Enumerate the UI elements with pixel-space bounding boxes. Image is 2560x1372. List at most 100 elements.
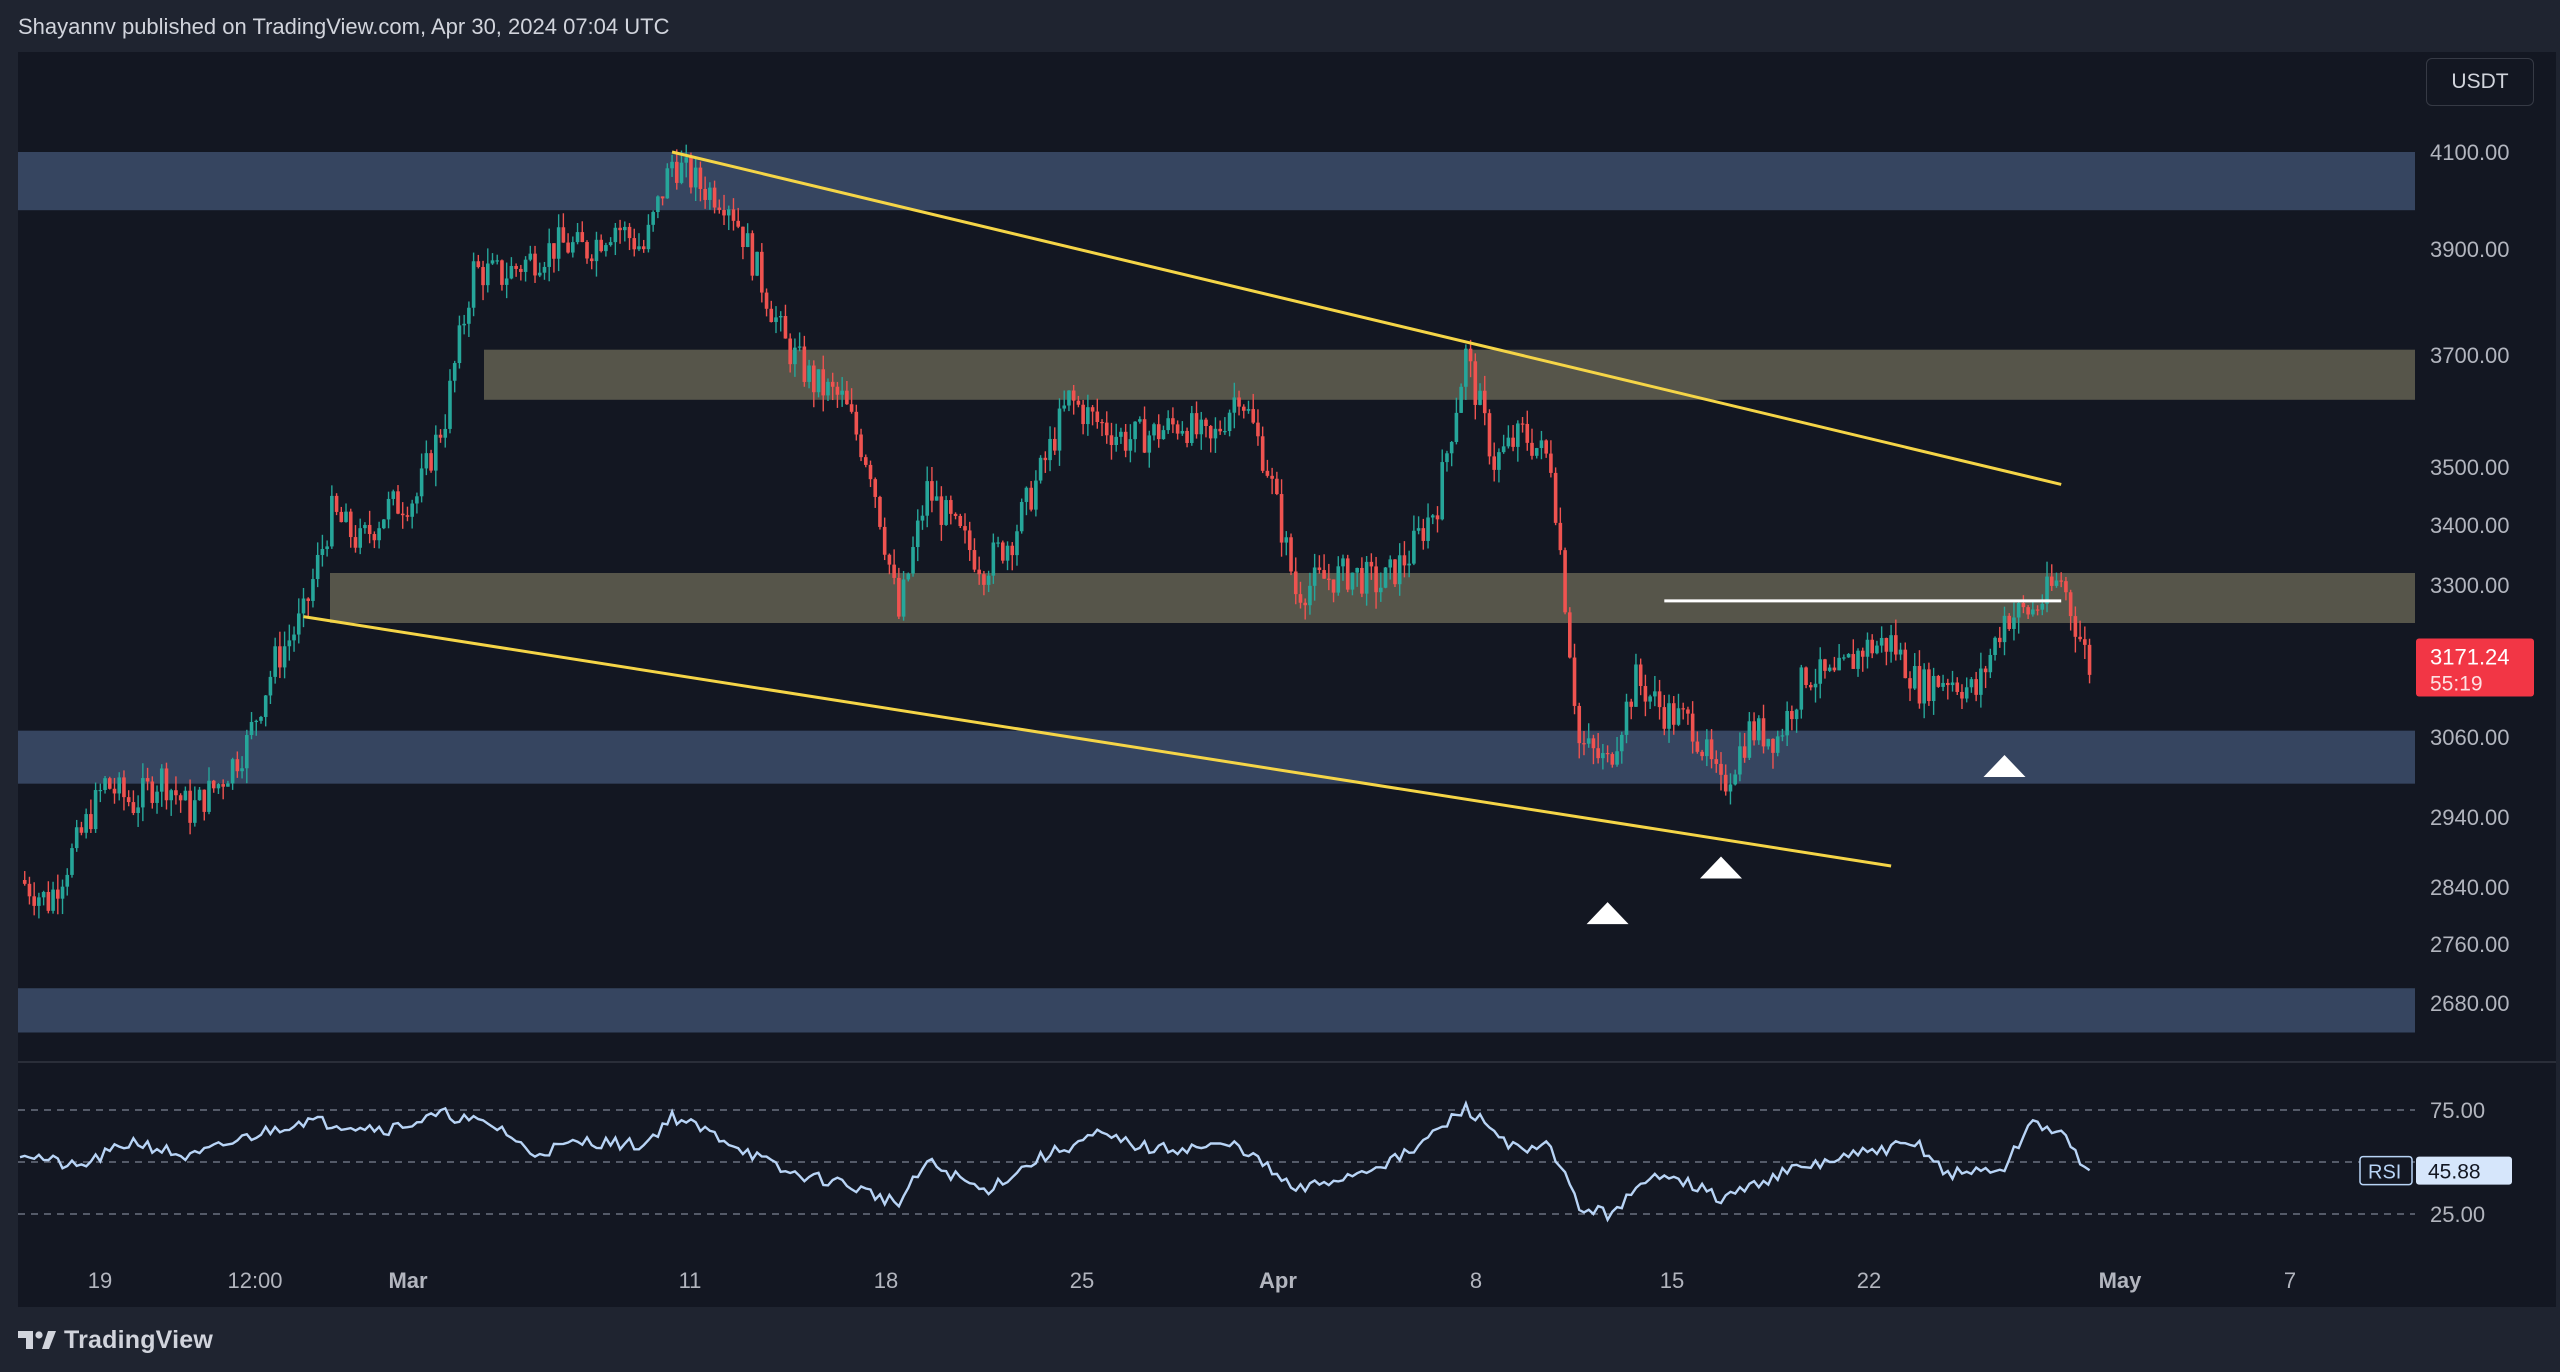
candle-down: [1596, 733, 1600, 764]
candle-up: [254, 719, 259, 736]
candle-down: [367, 510, 372, 544]
candle-body: [1761, 718, 1766, 747]
candle-body: [1671, 703, 1676, 725]
candle-up: [523, 256, 528, 282]
candle-down: [1185, 427, 1189, 448]
candle-body: [717, 207, 722, 210]
candle-body: [178, 795, 183, 801]
candle-body: [183, 790, 188, 801]
candle-up: [504, 262, 509, 299]
candle-body: [1856, 650, 1860, 669]
candle-body: [1175, 424, 1180, 434]
candle-body: [1355, 567, 1359, 573]
candle-body: [1738, 746, 1742, 775]
candle-up: [155, 785, 159, 814]
candle-body: [1397, 555, 1402, 585]
candle-body: [2059, 580, 2063, 582]
candle-body: [457, 325, 462, 364]
candle-body: [1889, 635, 1893, 652]
candle-body: [1728, 784, 1733, 792]
candle-down: [1520, 416, 1525, 433]
candle-body: [221, 784, 225, 787]
candle-body: [1161, 430, 1166, 440]
candle-down: [887, 553, 892, 575]
candle-down: [689, 152, 693, 194]
candle-body: [1402, 555, 1407, 566]
candle-up: [925, 466, 929, 528]
candle-body: [1605, 753, 1610, 755]
candle-down: [107, 776, 112, 790]
candle-body: [344, 511, 348, 523]
candle-up: [1128, 424, 1133, 463]
candle-body: [1979, 668, 1983, 695]
candle-up: [991, 533, 996, 584]
candle-up: [1837, 644, 1841, 671]
candle-body: [334, 495, 339, 512]
candle-body: [2040, 603, 2045, 610]
candle-body: [1454, 412, 1459, 442]
candle-body: [774, 317, 778, 323]
candle-body: [107, 778, 112, 789]
candle-body: [519, 268, 523, 272]
candle-up: [556, 214, 561, 272]
candle-body: [802, 346, 807, 382]
candle-up: [1166, 410, 1170, 434]
candle-body: [1005, 545, 1010, 561]
chart-pane[interactable]: [18, 52, 2556, 1307]
candle-body: [1653, 691, 1657, 697]
candle-body: [1487, 413, 1492, 457]
candle-body: [764, 292, 769, 309]
candle-body: [89, 814, 93, 830]
candle-body: [963, 526, 967, 531]
higher-low-marker-icon: [1700, 856, 1742, 879]
candle-up: [656, 195, 660, 219]
candle-body: [1723, 774, 1728, 792]
candle-down: [1109, 422, 1114, 460]
candle-body: [1577, 705, 1582, 744]
candle-up: [226, 780, 230, 787]
candle-up: [1516, 420, 1520, 462]
candle-up: [74, 819, 79, 852]
candle-body: [523, 259, 528, 272]
candle-body: [1931, 675, 1936, 702]
candle-body: [1317, 567, 1322, 571]
candle-body: [1289, 537, 1293, 572]
candle-up: [901, 571, 906, 621]
candle-body: [1156, 424, 1161, 440]
candle-body: [1601, 753, 1605, 759]
candle-body: [656, 196, 660, 213]
candle-body: [1341, 558, 1345, 567]
candle-body: [235, 759, 240, 772]
candle-up: [646, 214, 651, 253]
candle-down: [164, 762, 169, 810]
candle-up: [1308, 572, 1312, 615]
candle-body: [1208, 426, 1213, 439]
candle-body: [863, 457, 868, 465]
candle-body: [897, 577, 901, 617]
candle-down: [1322, 554, 1326, 579]
candle-down: [1156, 414, 1161, 448]
candle-up: [528, 245, 533, 262]
candle-body: [797, 346, 802, 348]
candle-body: [51, 889, 55, 911]
candle-down: [1582, 730, 1586, 756]
candle-body: [70, 848, 74, 875]
candle-up: [1534, 447, 1539, 459]
candle-body: [1024, 487, 1029, 502]
trendline-lower: [303, 615, 1892, 868]
candle-body: [382, 519, 386, 529]
tradingview-footer[interactable]: TradingView: [18, 1322, 213, 1358]
candle-body: [226, 783, 230, 787]
candle-up: [1856, 648, 1860, 677]
candle-down: [1955, 677, 1960, 696]
time-tick-label: 12:00: [227, 1268, 282, 1293]
candle-body: [915, 520, 920, 548]
candle-down: [1001, 540, 1005, 564]
candle-body: [296, 613, 301, 635]
candle-body: [462, 323, 466, 326]
candle-down: [585, 240, 589, 264]
candle-down: [122, 770, 126, 811]
candle-body: [500, 260, 504, 285]
currency-selector-button[interactable]: USDT: [2426, 58, 2534, 106]
